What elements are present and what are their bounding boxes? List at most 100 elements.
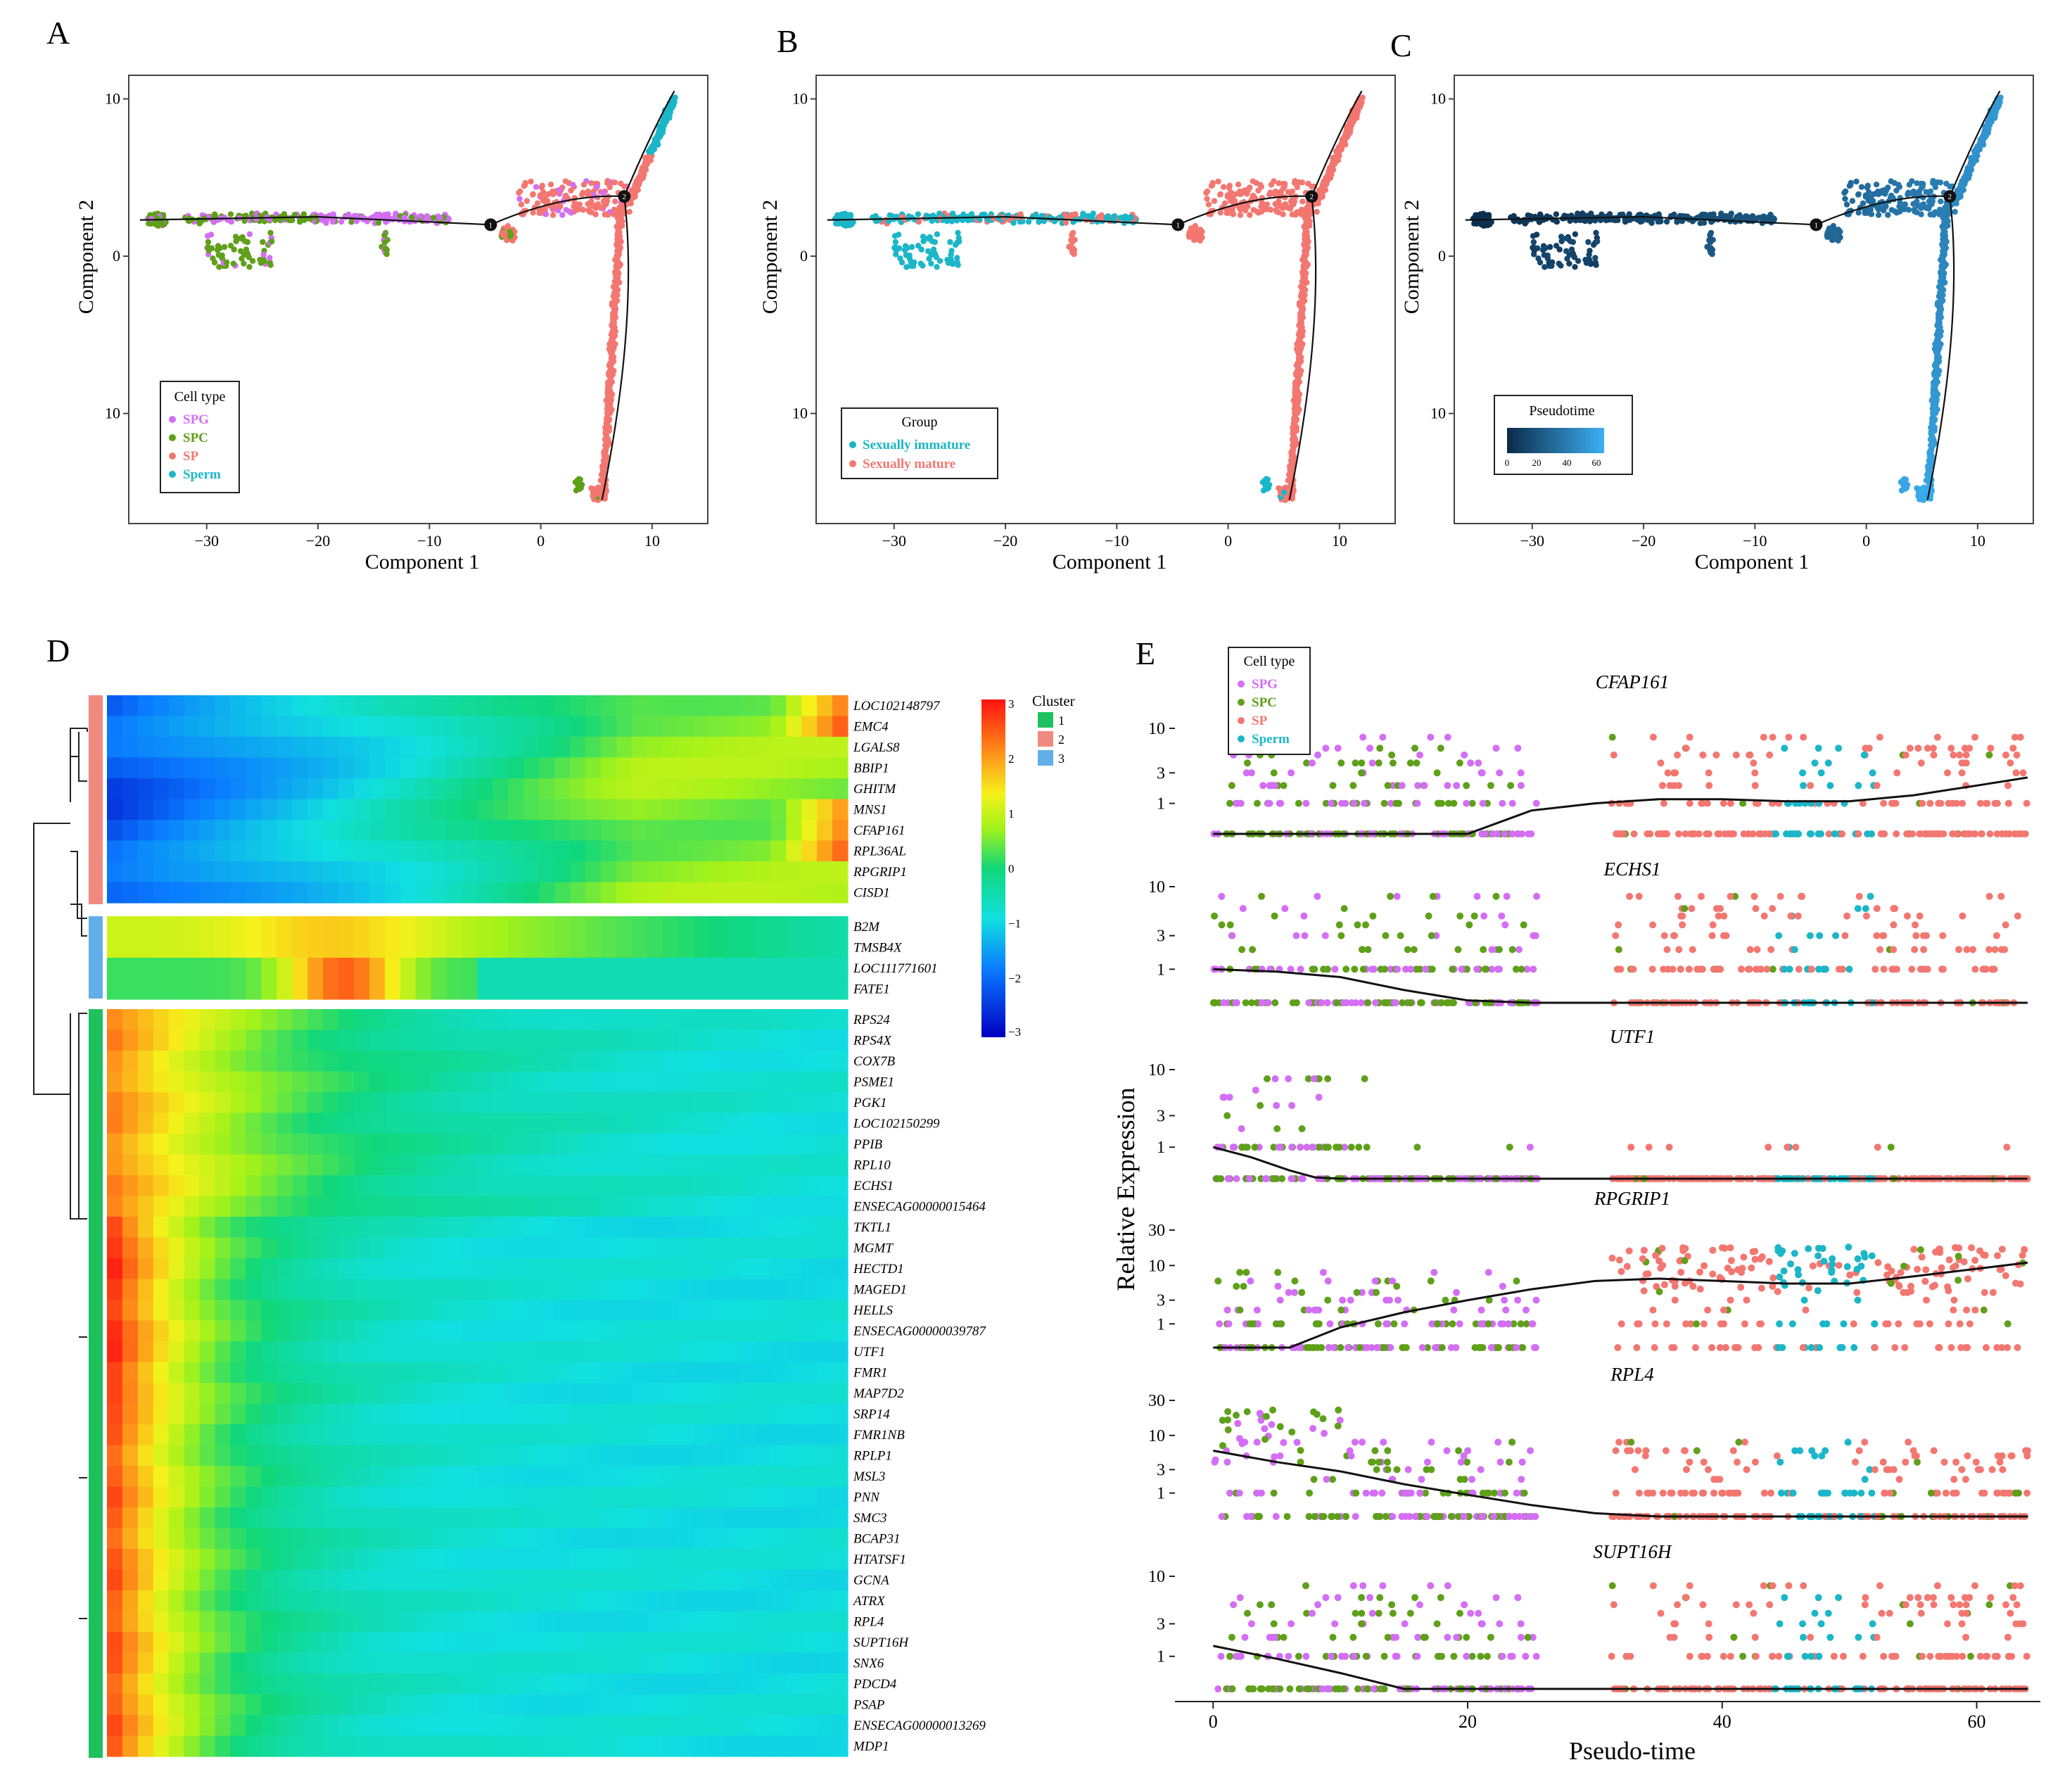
heatmap-cell	[122, 978, 139, 1000]
legend-label-immature-b: Sexually immature	[863, 438, 970, 452]
cell-point	[1849, 198, 1856, 204]
heatmap-cell	[832, 958, 848, 980]
heatmap-cell	[678, 820, 694, 842]
heatmap-cell	[307, 882, 324, 904]
heatmap-cell	[755, 882, 771, 904]
heatmap-cell	[323, 937, 339, 958]
heatmap-cell	[755, 820, 771, 842]
cell-point	[934, 264, 940, 270]
cell-point	[929, 238, 936, 244]
cell-point	[1359, 94, 1366, 101]
cell-point	[1952, 208, 1958, 215]
cell-point	[1017, 211, 1024, 217]
heatmap-cell	[246, 716, 262, 737]
heatmap-cell	[708, 937, 725, 958]
heatmap-cell	[446, 695, 463, 717]
heatmap-cell	[137, 958, 154, 980]
heatmap-cell	[601, 799, 617, 821]
heatmap-cell	[292, 695, 308, 717]
heatmap-cell	[770, 695, 787, 717]
heatmap-cell	[662, 757, 679, 779]
heatmap-cell	[832, 799, 848, 821]
cell-point	[955, 229, 961, 236]
cell-point	[1572, 264, 1578, 270]
heatmap-cell	[554, 840, 571, 862]
legend-dot-mature-b	[849, 460, 856, 467]
heatmap-cell	[693, 820, 710, 842]
heatmap-cell	[122, 1009, 139, 1031]
cell-point	[205, 247, 212, 254]
branch-node-label-2: 2	[1310, 193, 1314, 201]
heatmap-cell	[631, 840, 648, 862]
heatmap-cell	[678, 937, 694, 958]
cell-point	[1267, 207, 1274, 213]
heatmap-cell	[384, 916, 401, 938]
heatmap-cell	[153, 916, 170, 938]
heatmap-cell	[277, 695, 293, 717]
heatmap-cell	[477, 799, 494, 821]
cell-point	[1205, 201, 1212, 208]
cell-point	[559, 212, 566, 218]
heatmap-cell	[431, 778, 447, 800]
heatmap-cell	[415, 716, 432, 737]
heatmap-cell	[199, 778, 216, 800]
heatmap-cell	[585, 916, 602, 938]
heatmap-cell	[446, 799, 463, 821]
heatmap-cell	[369, 916, 386, 938]
heatmap-cell	[570, 799, 586, 821]
heatmap-cell	[801, 737, 818, 759]
cell-point	[430, 215, 437, 221]
cell-point	[1069, 239, 1076, 246]
heatmap-cell	[508, 820, 524, 842]
heatmap-cell	[307, 778, 324, 800]
heatmap-cell	[168, 937, 185, 958]
cell-point	[523, 198, 530, 204]
legend-c: Pseudotime 0 20 40 60	[1494, 395, 1633, 475]
heatmap-cell	[832, 916, 848, 938]
x-tick-label: −20	[993, 532, 1017, 550]
heatmap-cell	[693, 882, 710, 904]
heatmap-cell	[554, 737, 571, 759]
heatmap-cell	[246, 916, 262, 938]
heatmap-cell	[323, 861, 339, 883]
heatmap-cell	[400, 958, 417, 980]
heatmap-cell	[786, 695, 802, 717]
heatmap-cell	[400, 861, 417, 883]
heatmap-cell	[724, 737, 741, 759]
heatmap-cell	[477, 1009, 494, 1031]
cell-point	[1864, 184, 1871, 191]
cell-point	[588, 180, 595, 186]
legend-dot-sperm-a	[169, 471, 176, 478]
heatmap-cell	[369, 1009, 386, 1031]
heatmap-cell	[462, 916, 478, 938]
heatmap-cell	[168, 840, 185, 862]
heatmap-cell	[693, 737, 710, 759]
cell-point	[246, 264, 253, 270]
heatmap-cell	[708, 737, 725, 759]
plot-frame-b	[815, 75, 1396, 524]
y-tick-label: 0	[1438, 247, 1446, 265]
heatmap-cell	[400, 820, 417, 842]
heatmap-cell	[338, 937, 355, 958]
cell-point	[1842, 188, 1849, 195]
heatmap-cell	[570, 978, 586, 1000]
cell-point	[224, 259, 230, 265]
heatmap-cell	[770, 737, 787, 759]
cell-point	[583, 190, 590, 196]
cell-point	[1567, 238, 1574, 244]
heatmap-cell	[338, 978, 355, 1000]
heatmap-cell	[384, 958, 401, 980]
heatmap-cell	[369, 1030, 386, 1051]
heatmap-cell	[107, 778, 123, 800]
panel-letter-a: A	[46, 15, 70, 51]
heatmap-cell	[508, 937, 524, 958]
y-tick-label: 10	[1430, 405, 1446, 422]
cell-point	[947, 239, 953, 246]
heatmap-cell	[246, 820, 262, 842]
heatmap-cell	[647, 757, 663, 779]
heatmap-cell	[601, 978, 617, 1000]
cell-point	[267, 229, 274, 236]
heatmap-cell	[693, 937, 710, 958]
heatmap-cell	[462, 716, 478, 737]
heatmap-cell	[678, 840, 694, 862]
